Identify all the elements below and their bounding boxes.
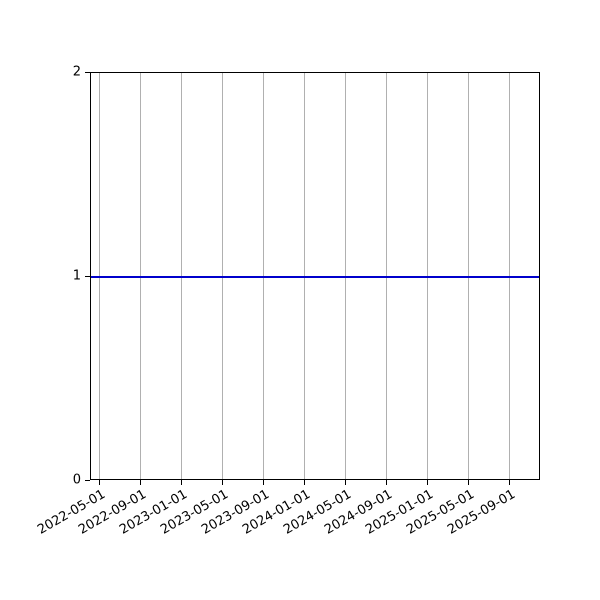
plot-area <box>90 72 540 480</box>
x-tick-mark <box>180 480 182 485</box>
x-tick-mark <box>221 480 223 485</box>
y-tick-label: 2 <box>72 64 81 80</box>
y-tick-mark <box>85 480 90 481</box>
x-tick-mark <box>426 480 428 485</box>
y-tick-label: 1 <box>72 268 81 284</box>
x-tick-mark <box>385 480 387 485</box>
x-tick-mark <box>139 480 141 485</box>
x-tick-mark <box>98 480 100 485</box>
x-tick-mark <box>508 480 510 485</box>
y-tick-label: 0 <box>72 472 81 488</box>
x-tick-mark <box>344 480 346 485</box>
y-tick-mark <box>85 72 90 73</box>
x-tick-mark <box>303 480 305 485</box>
x-tick-mark <box>467 480 469 485</box>
y-tick-mark <box>85 276 90 277</box>
x-tick-mark <box>262 480 264 485</box>
series-line <box>91 276 539 278</box>
